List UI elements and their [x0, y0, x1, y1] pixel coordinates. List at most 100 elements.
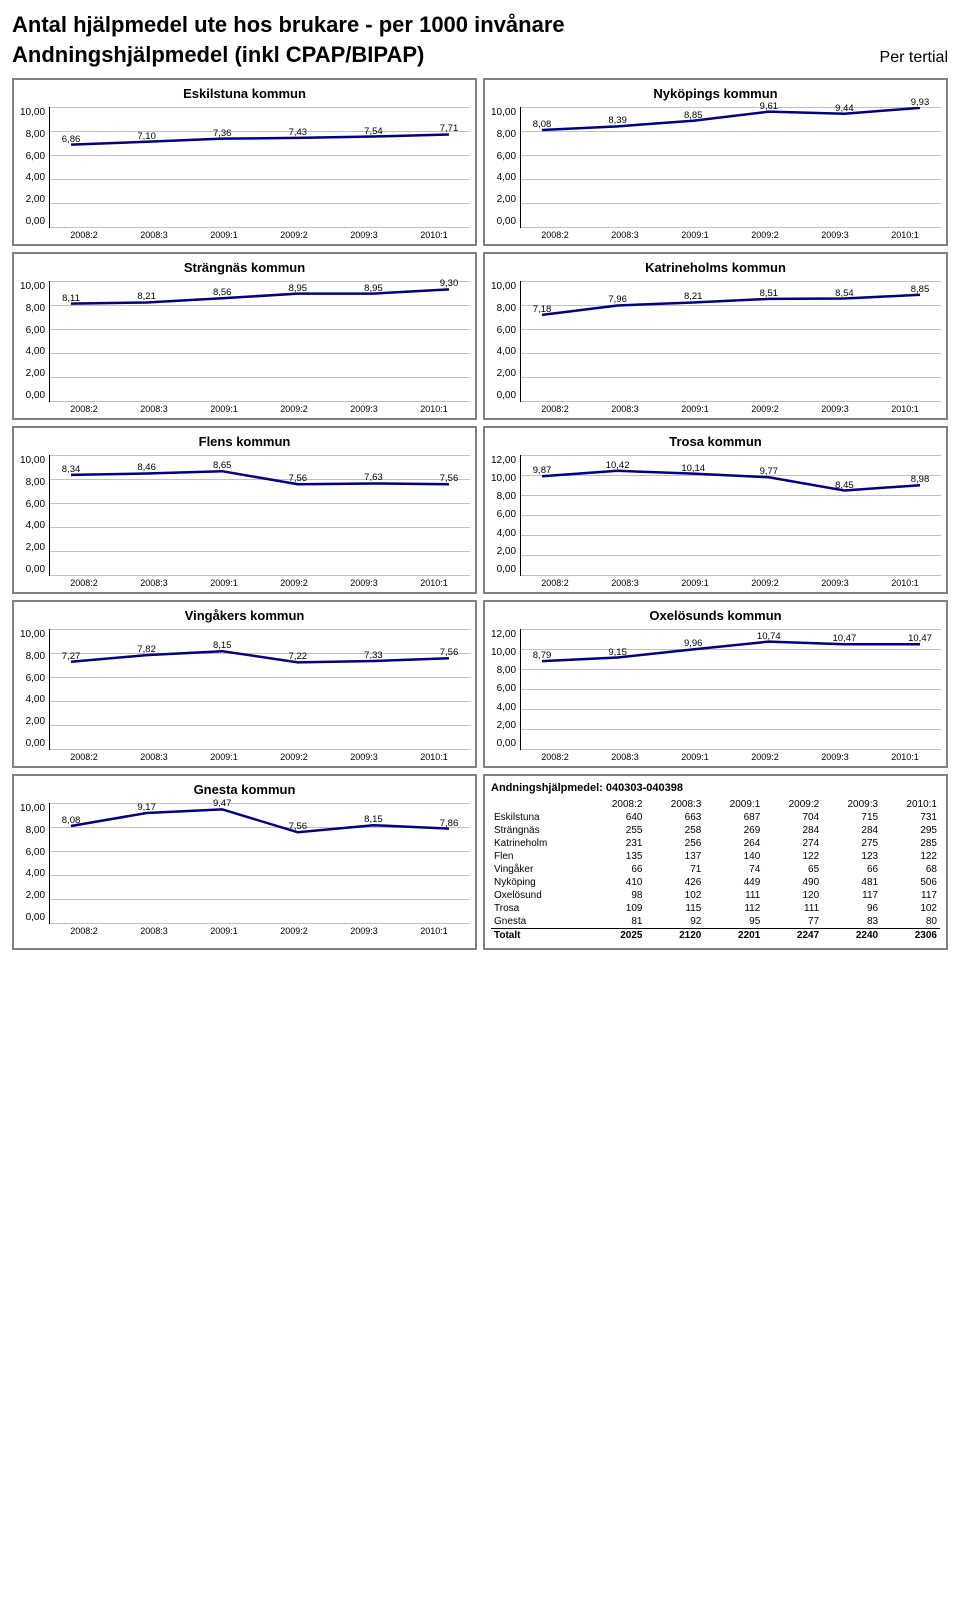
data-label: 8,54: [835, 288, 854, 299]
data-label: 7,96: [608, 294, 627, 305]
data-label: 8,21: [137, 291, 156, 302]
data-table: 2008:22008:32009:12009:22009:32010:1Eski…: [491, 798, 940, 942]
data-label: 9,96: [684, 638, 703, 649]
data-table-panel: Andningshjälpmedel: 040303-0403982008:22…: [483, 774, 948, 950]
chart-panel: Oxelösunds kommun 12,0010,008,006,004,002…: [483, 600, 948, 768]
data-label: 8,34: [62, 464, 81, 475]
x-axis-labels: 2008:22008:32009:12009:22009:32010:1: [49, 404, 469, 414]
table-row: Eskilstuna640663687704715731: [491, 811, 940, 824]
data-label: 7,22: [289, 651, 308, 662]
table-row: Vingåker667174656668: [491, 863, 940, 876]
data-label: 10,74: [757, 631, 781, 642]
data-label: 7,56: [440, 647, 459, 658]
plot-area: 8,089,179,477,568,157,86: [49, 803, 470, 924]
data-label: 10,42: [606, 460, 630, 471]
y-axis-labels: 12,0010,008,006,004,002,000,00: [491, 629, 520, 749]
x-axis-labels: 2008:22008:32009:12009:22009:32010:1: [49, 578, 469, 588]
data-label: 8,08: [62, 815, 81, 826]
chart-panel: Vingåkers kommun 10,008,006,004,002,000,0…: [12, 600, 477, 768]
chart-panel: Strängnäs kommun 10,008,006,004,002,000,0…: [12, 252, 477, 420]
table-row: Flen135137140122123122: [491, 850, 940, 863]
data-label: 8,46: [137, 462, 156, 473]
data-label: 7,56: [289, 821, 308, 832]
chart-title: Strängnäs kommun: [20, 260, 469, 275]
chart-panel: Eskilstuna kommun 10,008,006,004,002,000,…: [12, 78, 477, 246]
table-row: Gnesta819295778380: [491, 915, 940, 929]
data-label: 8,45: [835, 480, 854, 491]
x-axis-labels: 2008:22008:32009:12009:22009:32010:1: [520, 578, 940, 588]
chart-title: Flens kommun: [20, 434, 469, 449]
chart-panel: Trosa kommun 12,0010,008,006,004,002,000,…: [483, 426, 948, 594]
data-label: 9,87: [533, 465, 552, 476]
data-label: 9,15: [608, 647, 627, 658]
table-header: 2009:3: [822, 798, 881, 811]
x-axis-labels: 2008:22008:32009:12009:22009:32010:1: [49, 926, 469, 936]
chart-title: Oxelösunds kommun: [491, 608, 940, 623]
plot-area: 9,8710,4210,149,778,458,98: [520, 455, 941, 576]
y-axis-labels: 10,008,006,004,002,000,00: [491, 107, 520, 227]
chart-title: Trosa kommun: [491, 434, 940, 449]
chart-panel: Gnesta kommun 10,008,006,004,002,000,00 8,…: [12, 774, 477, 950]
chart-title: Eskilstuna kommun: [20, 86, 469, 101]
data-label: 6,86: [62, 134, 81, 145]
data-label: 7,27: [62, 651, 81, 662]
chart-panel: Flens kommun 10,008,006,004,002,000,00 8,3…: [12, 426, 477, 594]
data-label: 7,71: [440, 123, 459, 134]
data-label: 9,44: [835, 103, 854, 114]
plot-area: 8,79 9,15 9,96 10,74 10,47 10,47: [520, 629, 941, 750]
table-header: 2008:3: [645, 798, 704, 811]
charts-grid: Eskilstuna kommun 10,008,006,004,002,000,…: [12, 78, 948, 950]
y-axis-labels: 10,008,006,004,002,000,00: [20, 455, 49, 575]
data-label: 10,47: [833, 633, 857, 644]
data-label: 9,61: [760, 101, 779, 112]
x-axis-labels: 2008:22008:32009:12009:22009:32010:1: [520, 752, 940, 762]
y-axis-labels: 12,0010,008,006,004,002,000,00: [491, 455, 520, 575]
chart-title: Katrineholms kommun: [491, 260, 940, 275]
plot-area: 7,277,828,157,227,337,56: [49, 629, 470, 750]
y-axis-labels: 10,008,006,004,002,000,00: [20, 629, 49, 749]
y-axis-labels: 10,008,006,004,002,000,00: [491, 281, 520, 401]
data-label: 7,54: [364, 126, 383, 137]
table-total-row: Totalt202521202201224722402306: [491, 929, 940, 943]
chart-title: Vingåkers kommun: [20, 608, 469, 623]
data-label: 8,79: [533, 650, 552, 661]
data-label: 9,17: [137, 802, 156, 813]
data-label: 7,10: [137, 131, 156, 142]
data-label: 8,95: [364, 283, 383, 294]
data-label: 9,77: [760, 466, 779, 477]
y-axis-labels: 10,008,006,004,002,000,00: [20, 107, 49, 227]
plot-area: 7,187,968,218,518,548,85: [520, 281, 941, 402]
chart-panel: Nyköpings kommun 10,008,006,004,002,000,0…: [483, 78, 948, 246]
data-label: 7,63: [364, 472, 383, 483]
x-axis-labels: 2008:22008:32009:12009:22009:32010:1: [520, 230, 940, 240]
right-label: Per tertial: [880, 49, 948, 67]
table-row: Nyköping410426449490481506: [491, 876, 940, 889]
y-axis-labels: 10,008,006,004,002,000,00: [20, 803, 49, 923]
x-axis-labels: 2008:22008:32009:12009:22009:32010:1: [49, 752, 469, 762]
data-label: 8,15: [213, 640, 232, 651]
data-label: 8,39: [608, 115, 627, 126]
data-label: 10,47: [908, 633, 932, 644]
data-label: 8,15: [364, 814, 383, 825]
data-label: 7,43: [289, 127, 308, 138]
data-label: 7,18: [533, 304, 552, 315]
data-label: 9,47: [213, 798, 232, 809]
data-label: 8,95: [289, 283, 308, 294]
data-label: 8,65: [213, 460, 232, 471]
data-label: 8,11: [62, 293, 80, 304]
table-header: 2009:2: [763, 798, 822, 811]
x-axis-labels: 2008:22008:32009:12009:22009:32010:1: [520, 404, 940, 414]
chart-title: Gnesta kommun: [20, 782, 469, 797]
plot-area: 8,348,468,657,567,637,56: [49, 455, 470, 576]
data-label: 8,85: [911, 284, 930, 295]
x-axis-labels: 2008:22008:32009:12009:22009:32010:1: [49, 230, 469, 240]
y-axis-labels: 10,008,006,004,002,000,00: [20, 281, 49, 401]
table-header: [491, 798, 587, 811]
data-label: 8,56: [213, 287, 232, 298]
chart-title: Nyköpings kommun: [491, 86, 940, 101]
data-label: 8,85: [684, 110, 703, 121]
page-subtitle: Andningshjälpmedel (inkl CPAP/BIPAP): [12, 42, 424, 68]
data-label: 8,21: [684, 291, 703, 302]
plot-area: 6,867,107,367,437,547,71: [49, 107, 470, 228]
data-label: 10,14: [681, 463, 705, 474]
